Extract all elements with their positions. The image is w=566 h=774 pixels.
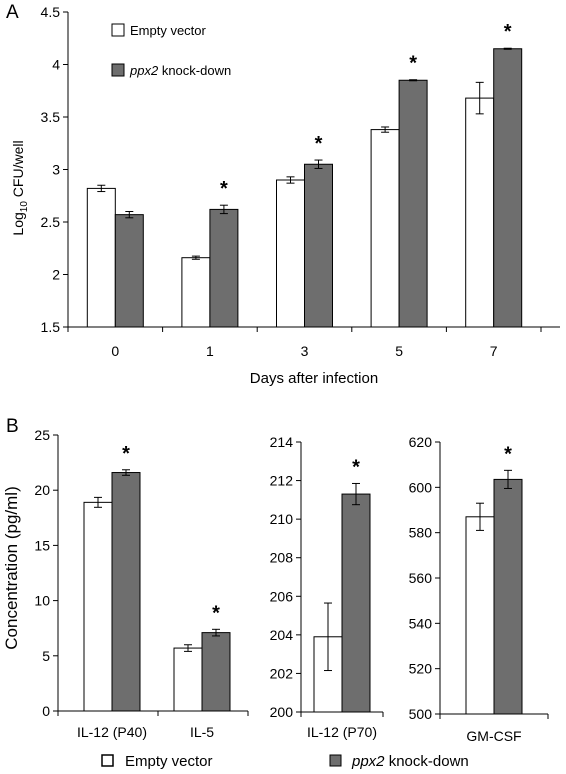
chart-2-bar-knockdown xyxy=(341,493,371,713)
legend-b-swatch-knockdown xyxy=(329,754,342,767)
legend-b-label-knockdown: ppx2 knock-down xyxy=(351,753,469,770)
chart-3-category-label: GM-CSF xyxy=(466,728,521,744)
legend-panel-a: Empty vector ppx2 knock-down xyxy=(111,23,231,78)
chart-3-ytick-label: 560 xyxy=(409,570,433,586)
chart-2-ytick-label: 214 xyxy=(270,434,294,450)
chart-3-ytick-label: 520 xyxy=(409,661,433,677)
panel-a-label: A xyxy=(6,2,19,23)
panel-a-ylabel-rest: CFU/well xyxy=(10,140,26,201)
chart-0-significance-star: * xyxy=(409,53,417,75)
chart-1-bar-knockdown xyxy=(201,632,231,712)
chart-2-ytick-label: 210 xyxy=(270,511,294,527)
chart-0-bar-knockdown xyxy=(304,163,333,328)
chart-0-bar-knockdown xyxy=(493,48,523,328)
chart-0-bar-empty-vector xyxy=(465,97,495,328)
legend-b-swatch-empty-vector xyxy=(101,754,114,767)
chart-2-ytick-label: 204 xyxy=(270,627,294,643)
chart-1-significance-star: * xyxy=(212,602,220,624)
chart-3-bar-empty-vector xyxy=(465,516,495,715)
legend-b-label-empty-vector: Empty vector xyxy=(125,753,213,770)
chart-1-ytick-label: 20 xyxy=(34,482,50,498)
chart-1-ytick-label: 10 xyxy=(34,593,50,609)
chart-0-category-label: 0 xyxy=(111,343,119,359)
panel-a-xlabel: Days after infection xyxy=(250,370,378,387)
chart-0-ytick-label: 2.5 xyxy=(41,214,61,230)
chart-0-category-label: 3 xyxy=(301,343,309,359)
chart-2-category-label: IL-12 (P70) xyxy=(307,724,377,740)
legend-a-label-knockdown: ppx2 knock-down xyxy=(129,63,231,78)
chart-0-category-label: 7 xyxy=(490,343,498,359)
chart-3-significance-star: * xyxy=(504,443,512,465)
chart-2-ytick-label: 208 xyxy=(270,550,294,566)
chart-1-category-label: IL-12 (P40) xyxy=(77,724,147,740)
chart-2-significance-star: * xyxy=(352,456,360,478)
chart-3-bar-knockdown xyxy=(493,478,523,715)
chart-0-bar-empty-vector xyxy=(276,179,305,328)
chart-3-ytick-label: 620 xyxy=(409,434,433,450)
chart-0-ytick-label: 1.5 xyxy=(41,319,61,335)
chart-0-significance-star: * xyxy=(315,133,323,155)
legend-a-knockdown-rest: knock-down xyxy=(158,63,231,78)
chart-0-bar-knockdown xyxy=(114,214,144,328)
chart-0-significance-star: * xyxy=(220,178,228,200)
panel-a-ylabel: Log10 CFU/well xyxy=(10,140,30,235)
chart-3-ytick-label: 600 xyxy=(409,479,433,495)
chart-0-bar-knockdown xyxy=(398,79,428,328)
panel-a-ylabel-main: Log xyxy=(10,212,26,235)
chart-2-ytick-label: 212 xyxy=(270,473,294,489)
chart-1-bar-empty-vector xyxy=(83,501,113,712)
chart-0-bar-empty-vector xyxy=(370,129,400,328)
chart-0-bar-empty-vector xyxy=(181,257,211,328)
chart-0-bar-empty-vector xyxy=(86,187,116,328)
chart-0-category-label: 5 xyxy=(395,343,403,359)
panel-b-ylabel: Concentration (pg/ml) xyxy=(2,486,21,649)
panel-a-ylabel-sub: 10 xyxy=(19,201,30,213)
chart-1-bar-knockdown xyxy=(111,472,141,712)
chart-0-ytick-label: 3.5 xyxy=(41,109,61,125)
chart-1-ytick-label: 25 xyxy=(34,427,50,443)
chart-1-significance-star: * xyxy=(122,443,130,465)
legend-a-swatch-knockdown xyxy=(111,63,125,77)
legend-b-knockdown-rest: knock-down xyxy=(385,753,469,770)
chart-2-ytick-label: 206 xyxy=(270,588,294,604)
chart-3-ytick-label: 580 xyxy=(409,525,433,541)
legend-panel-b: Empty vector ppx2 knock-down xyxy=(101,753,469,770)
chart-0-ytick-label: 4 xyxy=(52,57,60,73)
chart-1-ytick-label: 5 xyxy=(42,648,50,664)
chart-2-ytick-label: 200 xyxy=(270,704,294,720)
legend-a-label-empty-vector: Empty vector xyxy=(130,23,207,38)
chart-1-category-label: IL-5 xyxy=(190,724,214,740)
chart-0-category-label: 1 xyxy=(206,343,214,359)
chart-0-ytick-label: 4.5 xyxy=(41,4,61,20)
charts-layer: 1.5 2 2.5 3 3.5 4 4.5 0 * 1 * 3 * 5 * 7 0 5 10 15 20 25 * IL-12… xyxy=(34,4,560,744)
legend-b-knockdown-italic: ppx2 xyxy=(351,753,385,770)
chart-0-ytick-label: 2 xyxy=(52,267,60,283)
chart-0-ytick-label: 3 xyxy=(52,162,60,178)
chart-2-ytick-label: 202 xyxy=(270,665,294,681)
legend-a-swatch-empty-vector xyxy=(111,23,125,37)
chart-1-bar-empty-vector xyxy=(173,647,203,712)
legend-a-knockdown-italic: ppx2 xyxy=(129,63,159,78)
chart-0-bar-knockdown xyxy=(209,208,239,328)
chart-0-significance-star: * xyxy=(504,21,512,43)
chart-3-ytick-label: 540 xyxy=(409,615,433,631)
chart-1-ytick-label: 15 xyxy=(34,537,50,553)
panel-b-label: B xyxy=(6,416,19,437)
chart-1-ytick-label: 0 xyxy=(42,703,50,719)
chart-3-ytick-label: 500 xyxy=(409,706,433,722)
